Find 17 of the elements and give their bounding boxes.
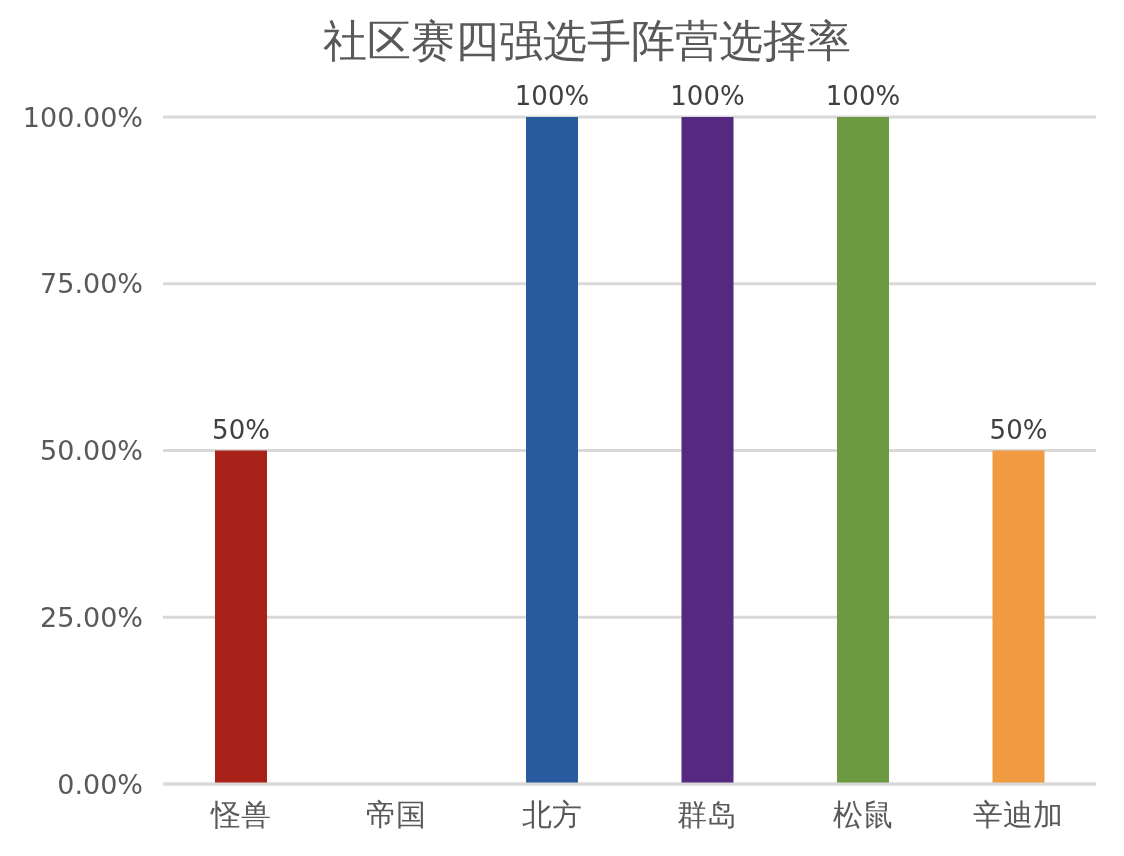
- x-tick-label: 北方: [521, 797, 582, 833]
- x-tick-label: 松鼠: [832, 797, 893, 833]
- data-label: 100%: [825, 81, 901, 111]
- data-label: 100%: [514, 81, 590, 111]
- y-tick-label: 50.00%: [40, 435, 143, 467]
- chart-title: 社区赛四强选手阵营选择率: [322, 14, 852, 68]
- data-label: 50%: [989, 414, 1048, 445]
- data-label: 50%: [212, 414, 270, 445]
- y-tick-label: 75.00%: [40, 268, 143, 300]
- y-tick-label: 25.00%: [40, 601, 143, 633]
- x-tick-label: 辛迪加: [973, 797, 1064, 833]
- y-tick-label: 100.00%: [22, 101, 143, 133]
- x-tick-label: 帝国: [366, 797, 427, 833]
- data-label: 100%: [670, 81, 745, 111]
- x-tick-label: 群岛: [677, 797, 738, 833]
- x-tick-label: 怪兽: [209, 797, 271, 833]
- y-tick-label: 0.00%: [57, 768, 143, 800]
